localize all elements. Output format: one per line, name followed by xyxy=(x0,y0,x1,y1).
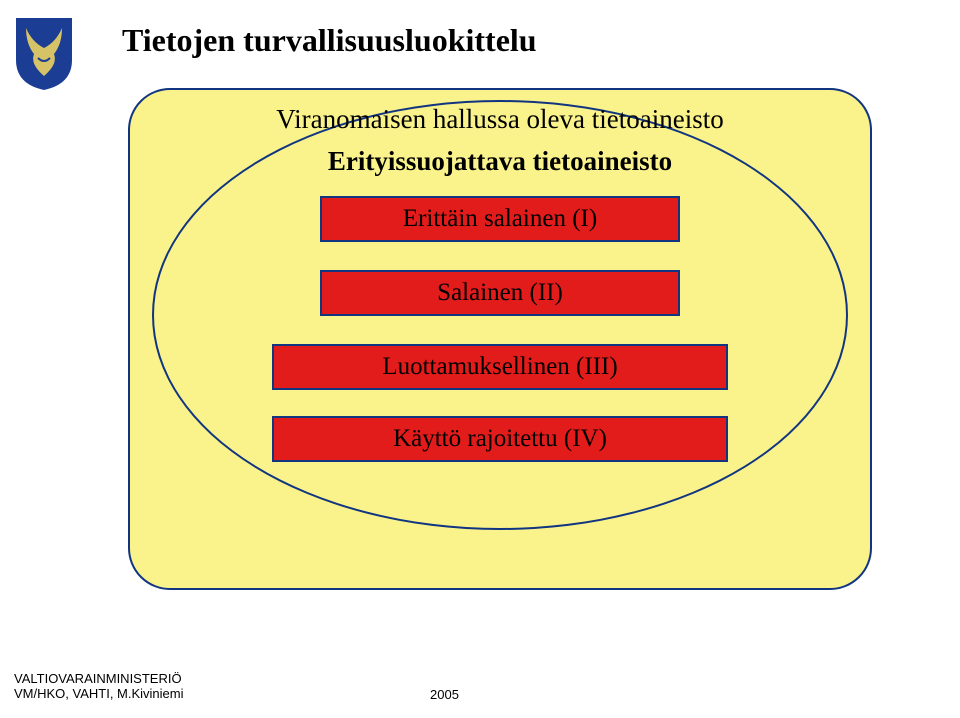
classification-level-4: Käyttö rajoitettu (IV) xyxy=(272,416,728,462)
classification-level-2: Salainen (II) xyxy=(320,270,680,316)
footer-year: 2005 xyxy=(430,687,459,702)
classification-level-1: Erittäin salainen (I) xyxy=(320,196,680,242)
slide-title: Tietojen turvallisuusluokittelu xyxy=(122,22,537,59)
footer-block: VALTIOVARAINMINISTERIÖ VM/HKO, VAHTI, M.… xyxy=(14,672,184,702)
outer-group-label: Viranomaisen hallussa oleva tietoaineist… xyxy=(210,104,790,135)
slide: Tietojen turvallisuusluokittelu Viranoma… xyxy=(0,0,960,718)
inner-group-label: Erityissuojattava tietoaineisto xyxy=(210,146,790,177)
footer-line-1: VALTIOVARAINMINISTERIÖ xyxy=(14,672,184,687)
footer-line-2: VM/HKO, VAHTI, M.Kiviniemi xyxy=(14,687,184,702)
ministry-crest-icon xyxy=(12,14,76,92)
classification-level-3: Luottamuksellinen (III) xyxy=(272,344,728,390)
